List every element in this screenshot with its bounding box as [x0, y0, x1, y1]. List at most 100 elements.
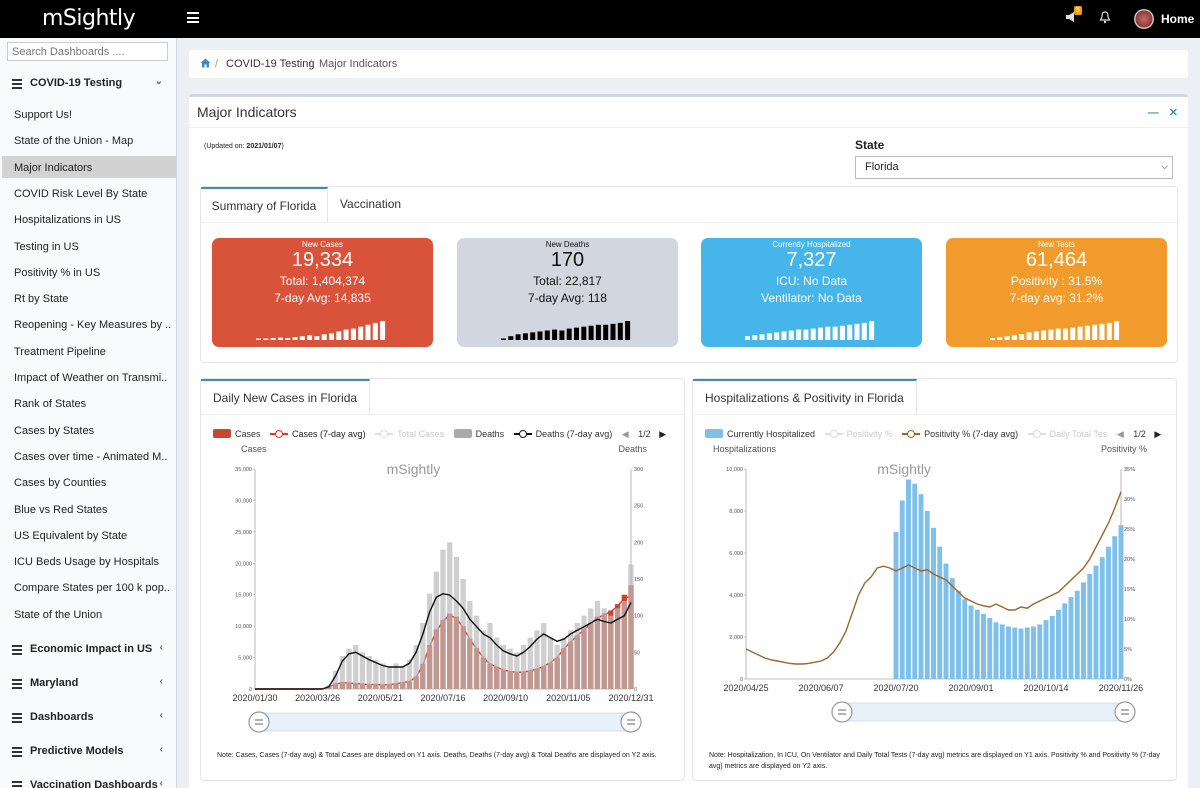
- sidebar-section[interactable]: Economic Impact in US ‹: [0, 636, 176, 662]
- sidebar-item[interactable]: Reopening - Key Measures by ..: [14, 319, 172, 332]
- state-select[interactable]: Florida ⌵: [855, 156, 1173, 179]
- sparkline-bar: [307, 335, 313, 340]
- sparkline-bar: [818, 327, 823, 340]
- sidebar-item[interactable]: State of the Union - Map: [14, 135, 134, 148]
- bar: [962, 599, 968, 679]
- sidebar-item[interactable]: Hospitalizations in US: [14, 214, 121, 227]
- y2-tick-label: 15%: [1124, 587, 1135, 593]
- user-avatar[interactable]: [1134, 9, 1154, 29]
- sidebar-section-covid-testing[interactable]: COVID-19 Testing ⌄: [0, 70, 176, 96]
- legend-item-positivity-7day[interactable]: Positivity % (7-day avg): [902, 429, 1018, 439]
- sidebar-item[interactable]: Cases by Counties: [14, 477, 107, 490]
- search-dashboards-input[interactable]: [7, 42, 168, 61]
- megaphone-icon[interactable]: [1065, 11, 1077, 26]
- bar: [608, 615, 614, 689]
- tab-divider: [693, 414, 1176, 415]
- bar: [480, 630, 486, 689]
- sidebar-item[interactable]: Impact of Weather on Transmi..: [14, 372, 168, 384]
- sidebar-section[interactable]: Maryland ‹: [0, 670, 176, 696]
- legend-item-total-cases[interactable]: Total Cases: [375, 429, 444, 439]
- legend-item-deaths[interactable]: Deaths: [453, 429, 504, 439]
- tab-summary-of-florida[interactable]: Summary of Florida: [201, 187, 328, 223]
- bar: [379, 663, 386, 689]
- sidebar-item[interactable]: Support Us!: [14, 109, 73, 121]
- sparkline-bar: [1077, 326, 1083, 340]
- stat-card: New Cases 19,334 Total: 1,404,374 7-day Avg…: [212, 238, 433, 347]
- legend-item-deaths-7day[interactable]: Deaths (7-day avg): [513, 429, 612, 439]
- sidebar-item[interactable]: Positivity % in US: [14, 266, 101, 279]
- stat-card-line1: Positivity : 31.5%: [1010, 274, 1103, 288]
- home-link[interactable]: Home: [1161, 12, 1195, 26]
- sidebar-item[interactable]: ICU Beds Usage by Hospitals: [14, 556, 159, 569]
- sparkline-bar: [350, 328, 356, 340]
- stat-card: New Tests 61,464 Positivity : 31.5% 7-day a…: [946, 238, 1167, 347]
- home-icon[interactable]: [200, 58, 211, 71]
- bar: [906, 479, 911, 679]
- sidebar-item[interactable]: Testing in US: [14, 240, 79, 253]
- sidebar-item[interactable]: Compare States per 100 k pop..: [14, 582, 170, 595]
- bar: [393, 663, 399, 689]
- chevron-left-icon: ‹: [159, 642, 163, 653]
- bar: [1074, 590, 1080, 679]
- legend-item-cases-7day[interactable]: Cases (7-day avg): [270, 429, 366, 439]
- legend-next-arrow-icon[interactable]: ▶: [1154, 429, 1162, 439]
- legend-item-positivity[interactable]: Positivity %: [824, 429, 893, 439]
- sidebar-item[interactable]: Rt by State: [14, 293, 69, 306]
- bar: [514, 652, 520, 689]
- chevron-left-icon: ‹: [159, 710, 163, 721]
- legend-prev-arrow-icon[interactable]: ◀: [621, 429, 629, 439]
- sidebar-section[interactable]: Vaccination Dashboards ‹: [0, 772, 176, 788]
- y2-axis-title: Positivity %: [1101, 444, 1147, 454]
- legend-swatch: [213, 429, 231, 438]
- daily-new-cases-chart[interactable]: Cases Deaths mSightly 0 5,000 10,000 15,000 20,…: [201, 439, 684, 739]
- sparkline-bar: [861, 322, 867, 340]
- sidebar-item[interactable]: Rank of States: [14, 398, 87, 411]
- y2-tick-label: 200: [634, 540, 643, 546]
- summary-box: Summary of Florida Vaccination New Cases…: [200, 186, 1178, 363]
- bell-icon[interactable]: [1099, 11, 1111, 27]
- navigator-handle: [620, 711, 642, 733]
- sidebar-item[interactable]: Major Indicators: [2, 155, 176, 178]
- bar: [339, 656, 345, 689]
- sidebar-item[interactable]: Cases over time - Animated M..: [14, 450, 168, 463]
- sparkline-bar: [588, 325, 594, 340]
- legend-next-arrow-icon[interactable]: ▶: [659, 429, 667, 439]
- tab-hospitalizations-positivity[interactable]: Hospitalizations & Positivity in Florida: [693, 379, 917, 415]
- collapse-icon[interactable]: —: [1147, 107, 1159, 119]
- sidebar-item[interactable]: State of the Union: [14, 608, 103, 621]
- sidebar-item[interactable]: COVID Risk Level By State: [14, 187, 148, 200]
- x-tick-label: 2020/04/25: [723, 683, 768, 693]
- sidebar-item[interactable]: Cases by States: [14, 424, 95, 437]
- bar: [534, 630, 540, 689]
- breadcrumb-covid-testing[interactable]: COVID-19 Testing: [226, 58, 315, 70]
- sidebar-item[interactable]: Treatment Pipeline: [14, 345, 106, 358]
- hospitalizations-positivity-chart[interactable]: Hospitalizations Positivity % mSightly 0 2,0…: [693, 439, 1176, 739]
- sidebar-item[interactable]: US Equivalent by State: [14, 529, 128, 542]
- tab-vaccination[interactable]: Vaccination: [339, 197, 402, 211]
- legend-item-daily-total-tests[interactable]: Daily Total Tes: [1027, 429, 1107, 439]
- sparkline-bar: [839, 325, 845, 340]
- legend-item-currently-hospitalized[interactable]: Currently Hospitalized: [705, 429, 815, 439]
- legend-item-cases[interactable]: Cases: [213, 429, 261, 439]
- y2-tick-label: 25%: [1124, 527, 1135, 533]
- bar: [494, 637, 500, 689]
- y1-tick-label: 25,000: [235, 530, 252, 536]
- sidebar-section[interactable]: Dashboards ‹: [0, 704, 176, 730]
- bar: [386, 667, 392, 689]
- legend-prev-arrow-icon[interactable]: ◀: [1116, 429, 1124, 439]
- sparkline: [256, 321, 386, 340]
- sidebar-item[interactable]: Blue vs Red States: [14, 503, 108, 516]
- bar: [561, 637, 567, 689]
- bar: [373, 659, 379, 689]
- app-logo[interactable]: mSightly: [42, 6, 136, 31]
- sidebar-section[interactable]: Predictive Models ‹: [0, 738, 176, 764]
- bar: [899, 500, 905, 679]
- sidebar-section-label: Dashboards: [30, 711, 94, 723]
- sidebar-toggle-icon[interactable]: [187, 12, 199, 23]
- close-icon[interactable]: ✕: [1168, 107, 1178, 119]
- sparkline-bar: [581, 326, 587, 340]
- tab-divider: [201, 414, 684, 415]
- watermark: mSightly: [877, 461, 931, 477]
- tab-daily-new-cases[interactable]: Daily New Cases in Florida: [201, 379, 371, 415]
- y2-tick-label: 250: [634, 504, 643, 510]
